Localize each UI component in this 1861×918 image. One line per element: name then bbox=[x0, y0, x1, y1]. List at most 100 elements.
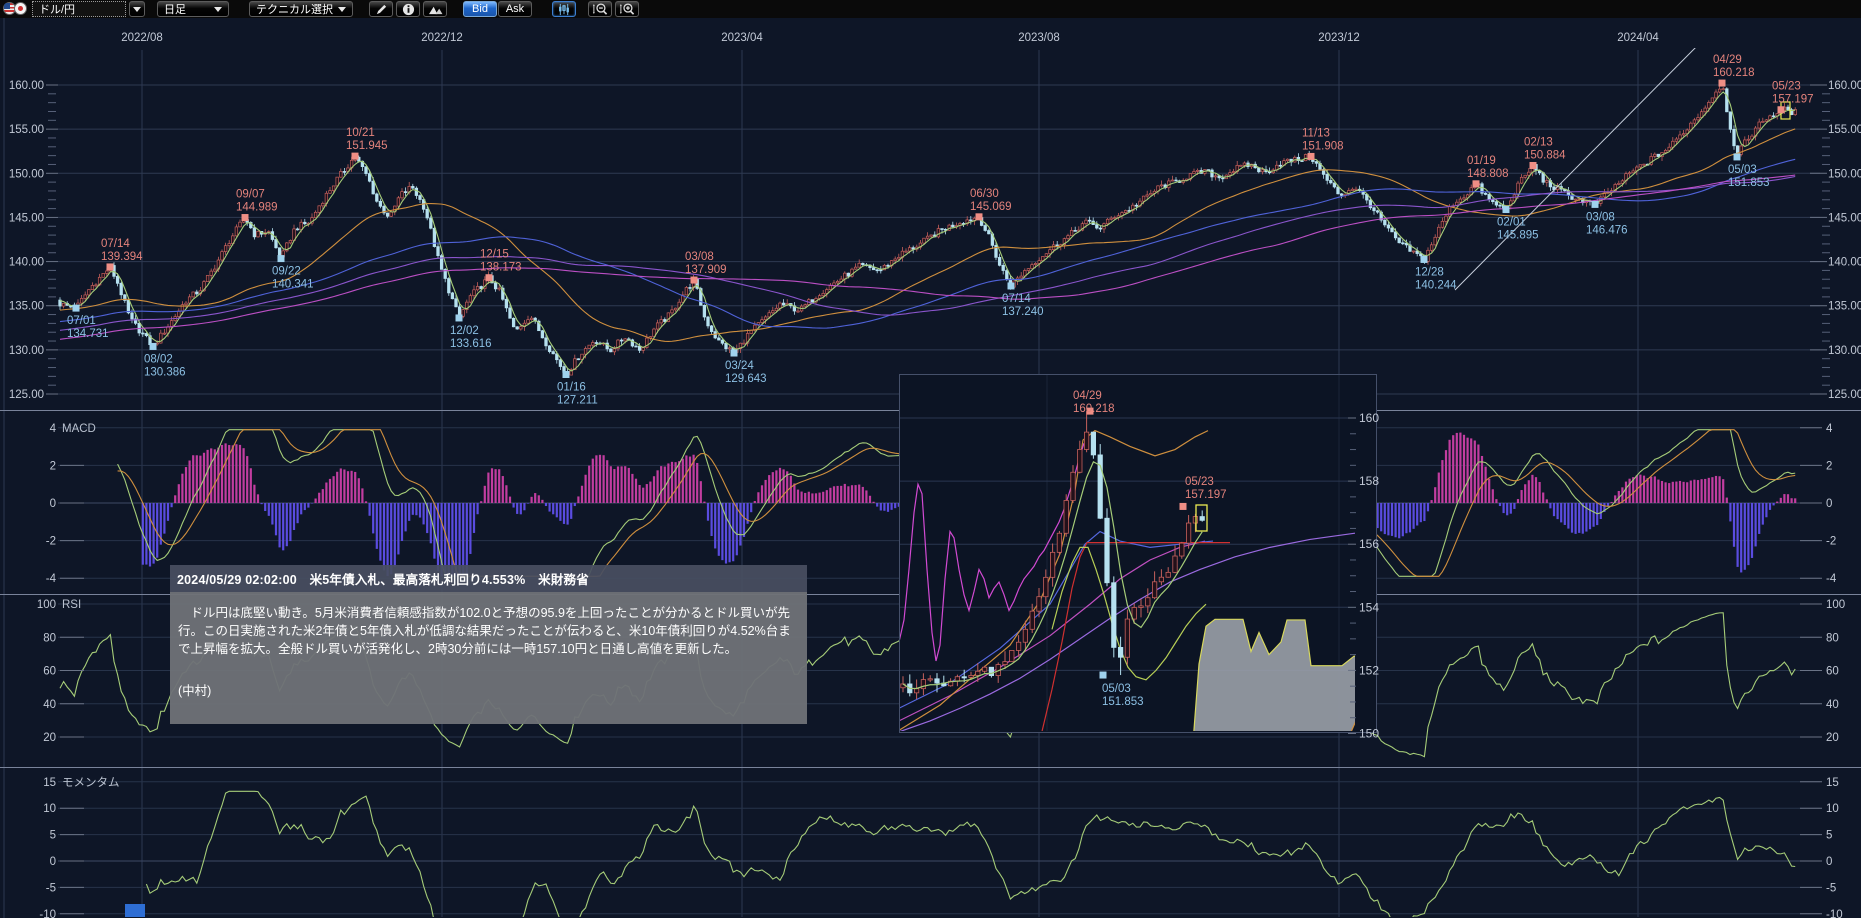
svg-text:140.00: 140.00 bbox=[1828, 257, 1861, 269]
svg-text:2023/08: 2023/08 bbox=[1018, 32, 1060, 44]
svg-text:155.00: 155.00 bbox=[9, 124, 44, 136]
svg-text:-4: -4 bbox=[1826, 573, 1837, 585]
svg-text:148.808: 148.808 bbox=[1467, 168, 1509, 180]
currency-pair-dropdown-button[interactable] bbox=[129, 1, 145, 17]
svg-text:160.218: 160.218 bbox=[1713, 67, 1755, 79]
svg-text:03/08: 03/08 bbox=[685, 251, 714, 263]
svg-text:0: 0 bbox=[1826, 856, 1832, 868]
draw-tool-button[interactable] bbox=[369, 1, 393, 17]
svg-text:04/29: 04/29 bbox=[1713, 54, 1742, 66]
svg-text:155.00: 155.00 bbox=[1828, 124, 1861, 136]
svg-text:-10: -10 bbox=[39, 909, 56, 918]
svg-text:137.240: 137.240 bbox=[1002, 306, 1044, 318]
svg-text:07/14: 07/14 bbox=[1002, 293, 1031, 305]
ask-button[interactable]: Ask bbox=[498, 1, 532, 17]
svg-text:150.00: 150.00 bbox=[9, 168, 44, 180]
svg-text:05/03: 05/03 bbox=[1728, 164, 1757, 176]
zoom-out-icon bbox=[592, 3, 608, 15]
svg-text:10: 10 bbox=[43, 803, 56, 815]
svg-text:129.643: 129.643 bbox=[725, 373, 767, 385]
svg-text:0: 0 bbox=[1826, 498, 1832, 510]
axis-labels: 2022/08 2022/12 2023/04 2023/08 2023/12 2024/… bbox=[9, 32, 1861, 918]
price-annotations: 07/01134.73107/14139.39408/02130.38609/0… bbox=[67, 54, 1814, 406]
info-icon bbox=[402, 3, 414, 15]
toolbar: ドル/円 日足 テクニカル選択 Bid Ask bbox=[0, 0, 1861, 18]
svg-text:-2: -2 bbox=[46, 536, 56, 548]
candlestick-chart-button[interactable] bbox=[552, 1, 576, 17]
svg-text:60: 60 bbox=[1826, 666, 1839, 678]
svg-text:140.244: 140.244 bbox=[1415, 279, 1457, 291]
svg-text:154: 154 bbox=[1359, 600, 1379, 614]
svg-text:0: 0 bbox=[50, 498, 56, 510]
svg-text:134.731: 134.731 bbox=[67, 328, 109, 340]
svg-text:145.00: 145.00 bbox=[1828, 212, 1861, 224]
svg-text:152: 152 bbox=[1359, 663, 1379, 677]
bid-button[interactable]: Bid bbox=[463, 1, 497, 17]
svg-text:135.00: 135.00 bbox=[1828, 301, 1861, 313]
svg-text:156: 156 bbox=[1359, 537, 1379, 551]
svg-text:20: 20 bbox=[1826, 732, 1839, 744]
svg-text:150.884: 150.884 bbox=[1524, 149, 1566, 161]
svg-text:160: 160 bbox=[1359, 411, 1379, 425]
svg-text:2022/12: 2022/12 bbox=[421, 32, 463, 44]
svg-text:138.173: 138.173 bbox=[480, 262, 522, 274]
mountain-chart-button[interactable] bbox=[423, 1, 447, 17]
chevron-down-icon bbox=[338, 6, 346, 12]
svg-text:5: 5 bbox=[1826, 830, 1832, 842]
svg-text:10/21: 10/21 bbox=[346, 127, 375, 139]
candlestick-icon bbox=[559, 3, 569, 15]
svg-text:158: 158 bbox=[1359, 474, 1379, 488]
svg-text:40: 40 bbox=[43, 699, 56, 711]
info-button[interactable] bbox=[396, 1, 420, 17]
pencil-icon bbox=[376, 4, 386, 14]
svg-text:151.908: 151.908 bbox=[1302, 140, 1344, 152]
svg-text:160.00: 160.00 bbox=[9, 80, 44, 92]
zoom-out-button[interactable] bbox=[588, 1, 612, 17]
svg-text:03/24: 03/24 bbox=[725, 360, 754, 372]
svg-text:15: 15 bbox=[1826, 777, 1839, 789]
svg-text:5: 5 bbox=[50, 830, 56, 842]
currency-pair-label: ドル/円 bbox=[39, 4, 76, 16]
svg-text:125.00: 125.00 bbox=[9, 389, 44, 401]
svg-text:02/13: 02/13 bbox=[1524, 136, 1553, 148]
svg-text:133.616: 133.616 bbox=[450, 338, 492, 350]
svg-text:130.00: 130.00 bbox=[1828, 345, 1861, 357]
svg-text:01/16: 01/16 bbox=[557, 381, 586, 393]
svg-text:151.945: 151.945 bbox=[346, 140, 388, 152]
svg-text:15: 15 bbox=[43, 777, 56, 789]
svg-text:2: 2 bbox=[1826, 460, 1832, 472]
japan-flag-icon bbox=[14, 2, 27, 15]
currency-pair-flags bbox=[3, 2, 29, 16]
svg-text:モメンタム: モメンタム bbox=[62, 776, 120, 789]
currency-pair-field[interactable]: ドル/円 bbox=[32, 1, 126, 17]
svg-text:09/07: 09/07 bbox=[236, 189, 265, 201]
svg-text:140.00: 140.00 bbox=[9, 257, 44, 269]
svg-text:05/23: 05/23 bbox=[1185, 476, 1214, 488]
svg-text:4: 4 bbox=[1826, 423, 1833, 435]
svg-text:-2: -2 bbox=[1826, 536, 1836, 548]
svg-text:137.909: 137.909 bbox=[685, 264, 727, 276]
svg-text:160.00: 160.00 bbox=[1828, 80, 1861, 92]
technical-select[interactable]: テクニカル選択 bbox=[249, 1, 353, 17]
news-body-box: ドル円は底堅い動き。5月米消費者信頼感指数が102.0と予想の95.9を上回った… bbox=[170, 592, 807, 724]
svg-text:MACD: MACD bbox=[62, 423, 96, 435]
svg-text:07/14: 07/14 bbox=[101, 238, 130, 250]
timeframe-select[interactable]: 日足 bbox=[157, 1, 229, 17]
svg-text:07/01: 07/01 bbox=[67, 315, 96, 327]
svg-text:150: 150 bbox=[1359, 727, 1379, 741]
svg-text:2023/12: 2023/12 bbox=[1318, 32, 1360, 44]
news-signature: (中村) bbox=[178, 684, 212, 698]
bid-ask-toggle: Bid Ask bbox=[463, 1, 532, 17]
svg-text:140.341: 140.341 bbox=[272, 279, 314, 291]
svg-text:157.197: 157.197 bbox=[1772, 94, 1814, 106]
zoom-in-button[interactable] bbox=[615, 1, 639, 17]
svg-text:139.394: 139.394 bbox=[101, 251, 143, 263]
svg-text:03/08: 03/08 bbox=[1586, 211, 1615, 223]
scroll-thumb[interactable] bbox=[125, 904, 145, 917]
svg-text:11/13: 11/13 bbox=[1302, 127, 1330, 139]
svg-text:145.069: 145.069 bbox=[970, 201, 1012, 213]
mountain-icon bbox=[428, 6, 442, 14]
zoom-in-icon bbox=[619, 3, 635, 15]
